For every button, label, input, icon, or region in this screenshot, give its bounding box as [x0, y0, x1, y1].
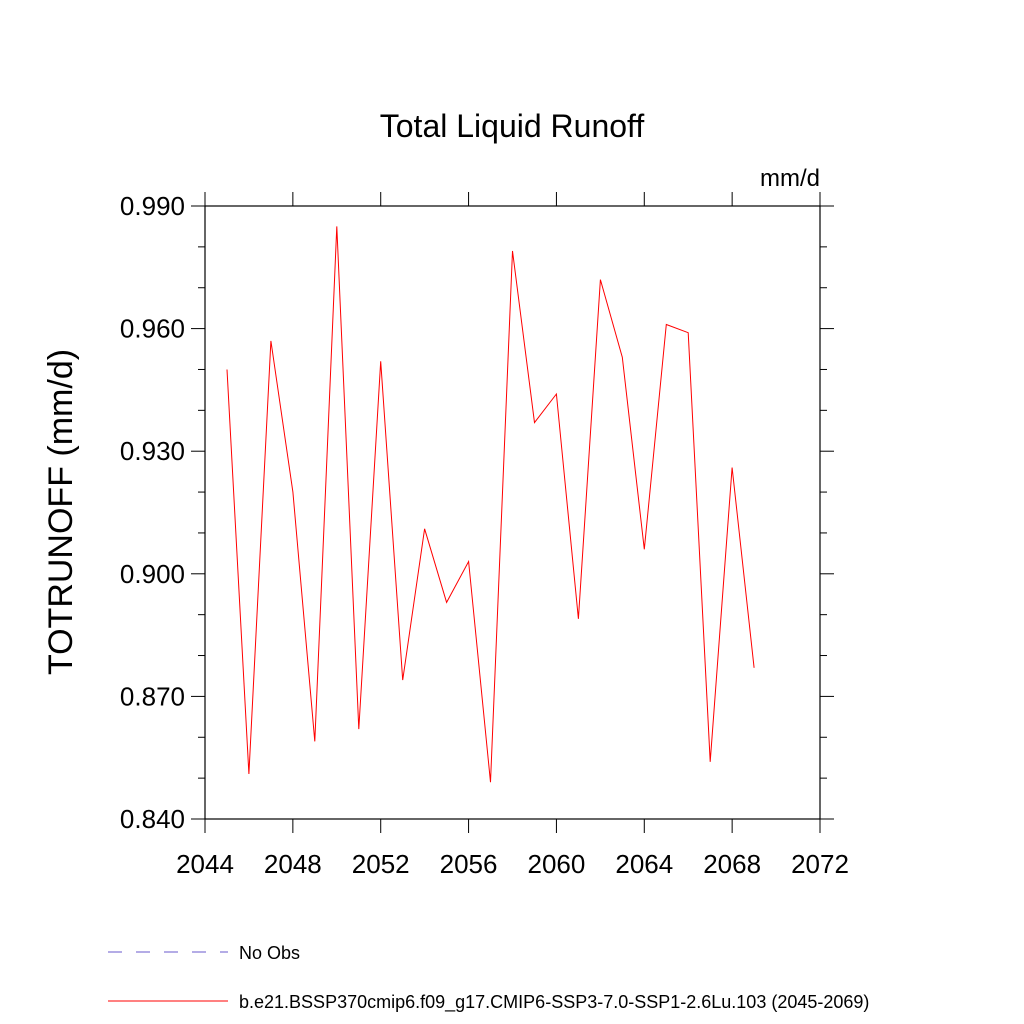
x-tick-label: 2048 [264, 849, 322, 879]
chart-title: Total Liquid Runoff [380, 108, 645, 144]
series-line [226, 226, 755, 783]
y-ticks: 0.840 0.870 0.900 0.930 0.960 0.990 [120, 191, 834, 834]
y-tick-label: 0.930 [120, 436, 185, 466]
legend: No Obs b.e21.BSSP370cmip6.f09_g17.CMIP6-… [108, 943, 869, 1013]
y-tick-label: 0.960 [120, 314, 185, 344]
x-ticks: 2044 2048 2052 2056 2060 2064 2068 2072 [176, 192, 849, 879]
y-tick-label: 0.840 [120, 804, 185, 834]
legend-label-model: b.e21.BSSP370cmip6.f09_g17.CMIP6-SSP3-7.… [239, 992, 869, 1013]
x-tick-label: 2052 [352, 849, 410, 879]
x-tick-label: 2060 [528, 849, 586, 879]
x-tick-label: 2072 [791, 849, 849, 879]
legend-label-no-obs: No Obs [239, 943, 300, 963]
x-tick-label: 2044 [176, 849, 234, 879]
x-tick-label: 2056 [440, 849, 498, 879]
units-label: mm/d [760, 165, 820, 192]
y-axis-label: TOTRUNOFF (mm/d) [42, 349, 80, 675]
x-tick-label: 2064 [615, 849, 673, 879]
plot-frame [204, 205, 821, 820]
y-tick-label: 0.990 [120, 191, 185, 221]
series-lines [226, 226, 755, 783]
y-tick-label: 0.900 [120, 559, 185, 589]
y-tick-label: 0.870 [120, 681, 185, 711]
x-tick-label: 2068 [703, 849, 761, 879]
